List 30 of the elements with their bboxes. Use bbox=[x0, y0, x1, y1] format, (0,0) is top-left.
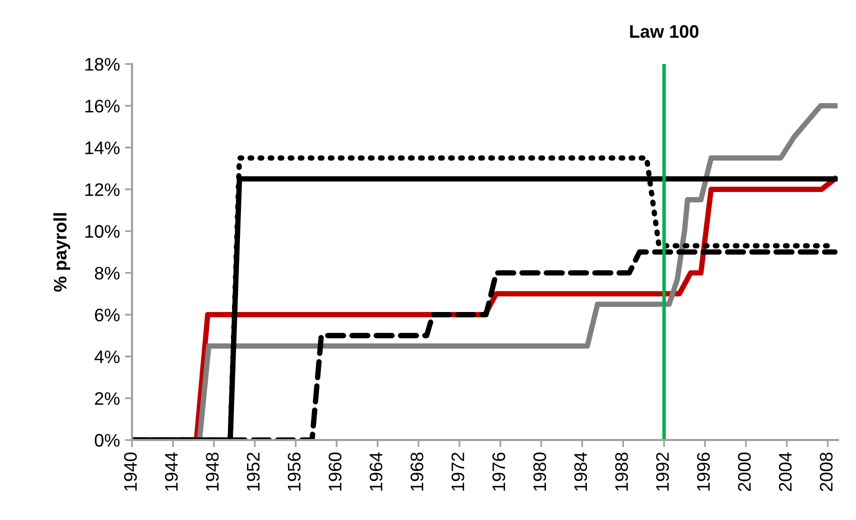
x-tick-label: 1988 bbox=[615, 452, 628, 491]
x-tick-label: 1996 bbox=[697, 452, 710, 491]
x-tick-label: 1944 bbox=[164, 452, 178, 491]
x-tick-label: 1948 bbox=[206, 452, 219, 491]
x-tick-label: 1960 bbox=[328, 452, 342, 491]
y-tick-label: 12% bbox=[85, 183, 120, 196]
x-tick-label: 2008 bbox=[820, 452, 833, 492]
x-tick-label: 1940 bbox=[124, 452, 137, 491]
x-tick-label: 1956 bbox=[288, 452, 301, 491]
x-tick-label: 1984 bbox=[574, 452, 588, 491]
x-tick-label: 1992 bbox=[656, 452, 669, 491]
y-tick-label: 2% bbox=[95, 392, 120, 405]
x-tick-label: 1964 bbox=[370, 452, 382, 491]
x-tick-label: 1976 bbox=[492, 452, 506, 491]
y-tick-label: 18% bbox=[85, 58, 120, 71]
y-axis-title: % payroll bbox=[53, 213, 70, 292]
y-tick-label: 14% bbox=[85, 142, 120, 154]
y-tick-label: 16% bbox=[85, 100, 120, 112]
y-tick-label: 6% bbox=[95, 308, 120, 322]
x-tick-label: 2004 bbox=[778, 452, 792, 492]
x-tick-label: 1968 bbox=[410, 452, 424, 491]
y-tick-label: 0% bbox=[94, 434, 120, 447]
x-tick-label: 1972 bbox=[451, 452, 464, 491]
y-tick-label: 8% bbox=[94, 266, 120, 280]
y-tick-label: 4% bbox=[94, 350, 120, 364]
y-tick-label: 10% bbox=[85, 225, 120, 238]
x-tick-label: 1980 bbox=[533, 452, 546, 491]
ref-line-label: Law 100 bbox=[630, 25, 698, 38]
x-tick-label: 1952 bbox=[246, 452, 260, 491]
x-tick-label: 2000 bbox=[738, 452, 751, 492]
